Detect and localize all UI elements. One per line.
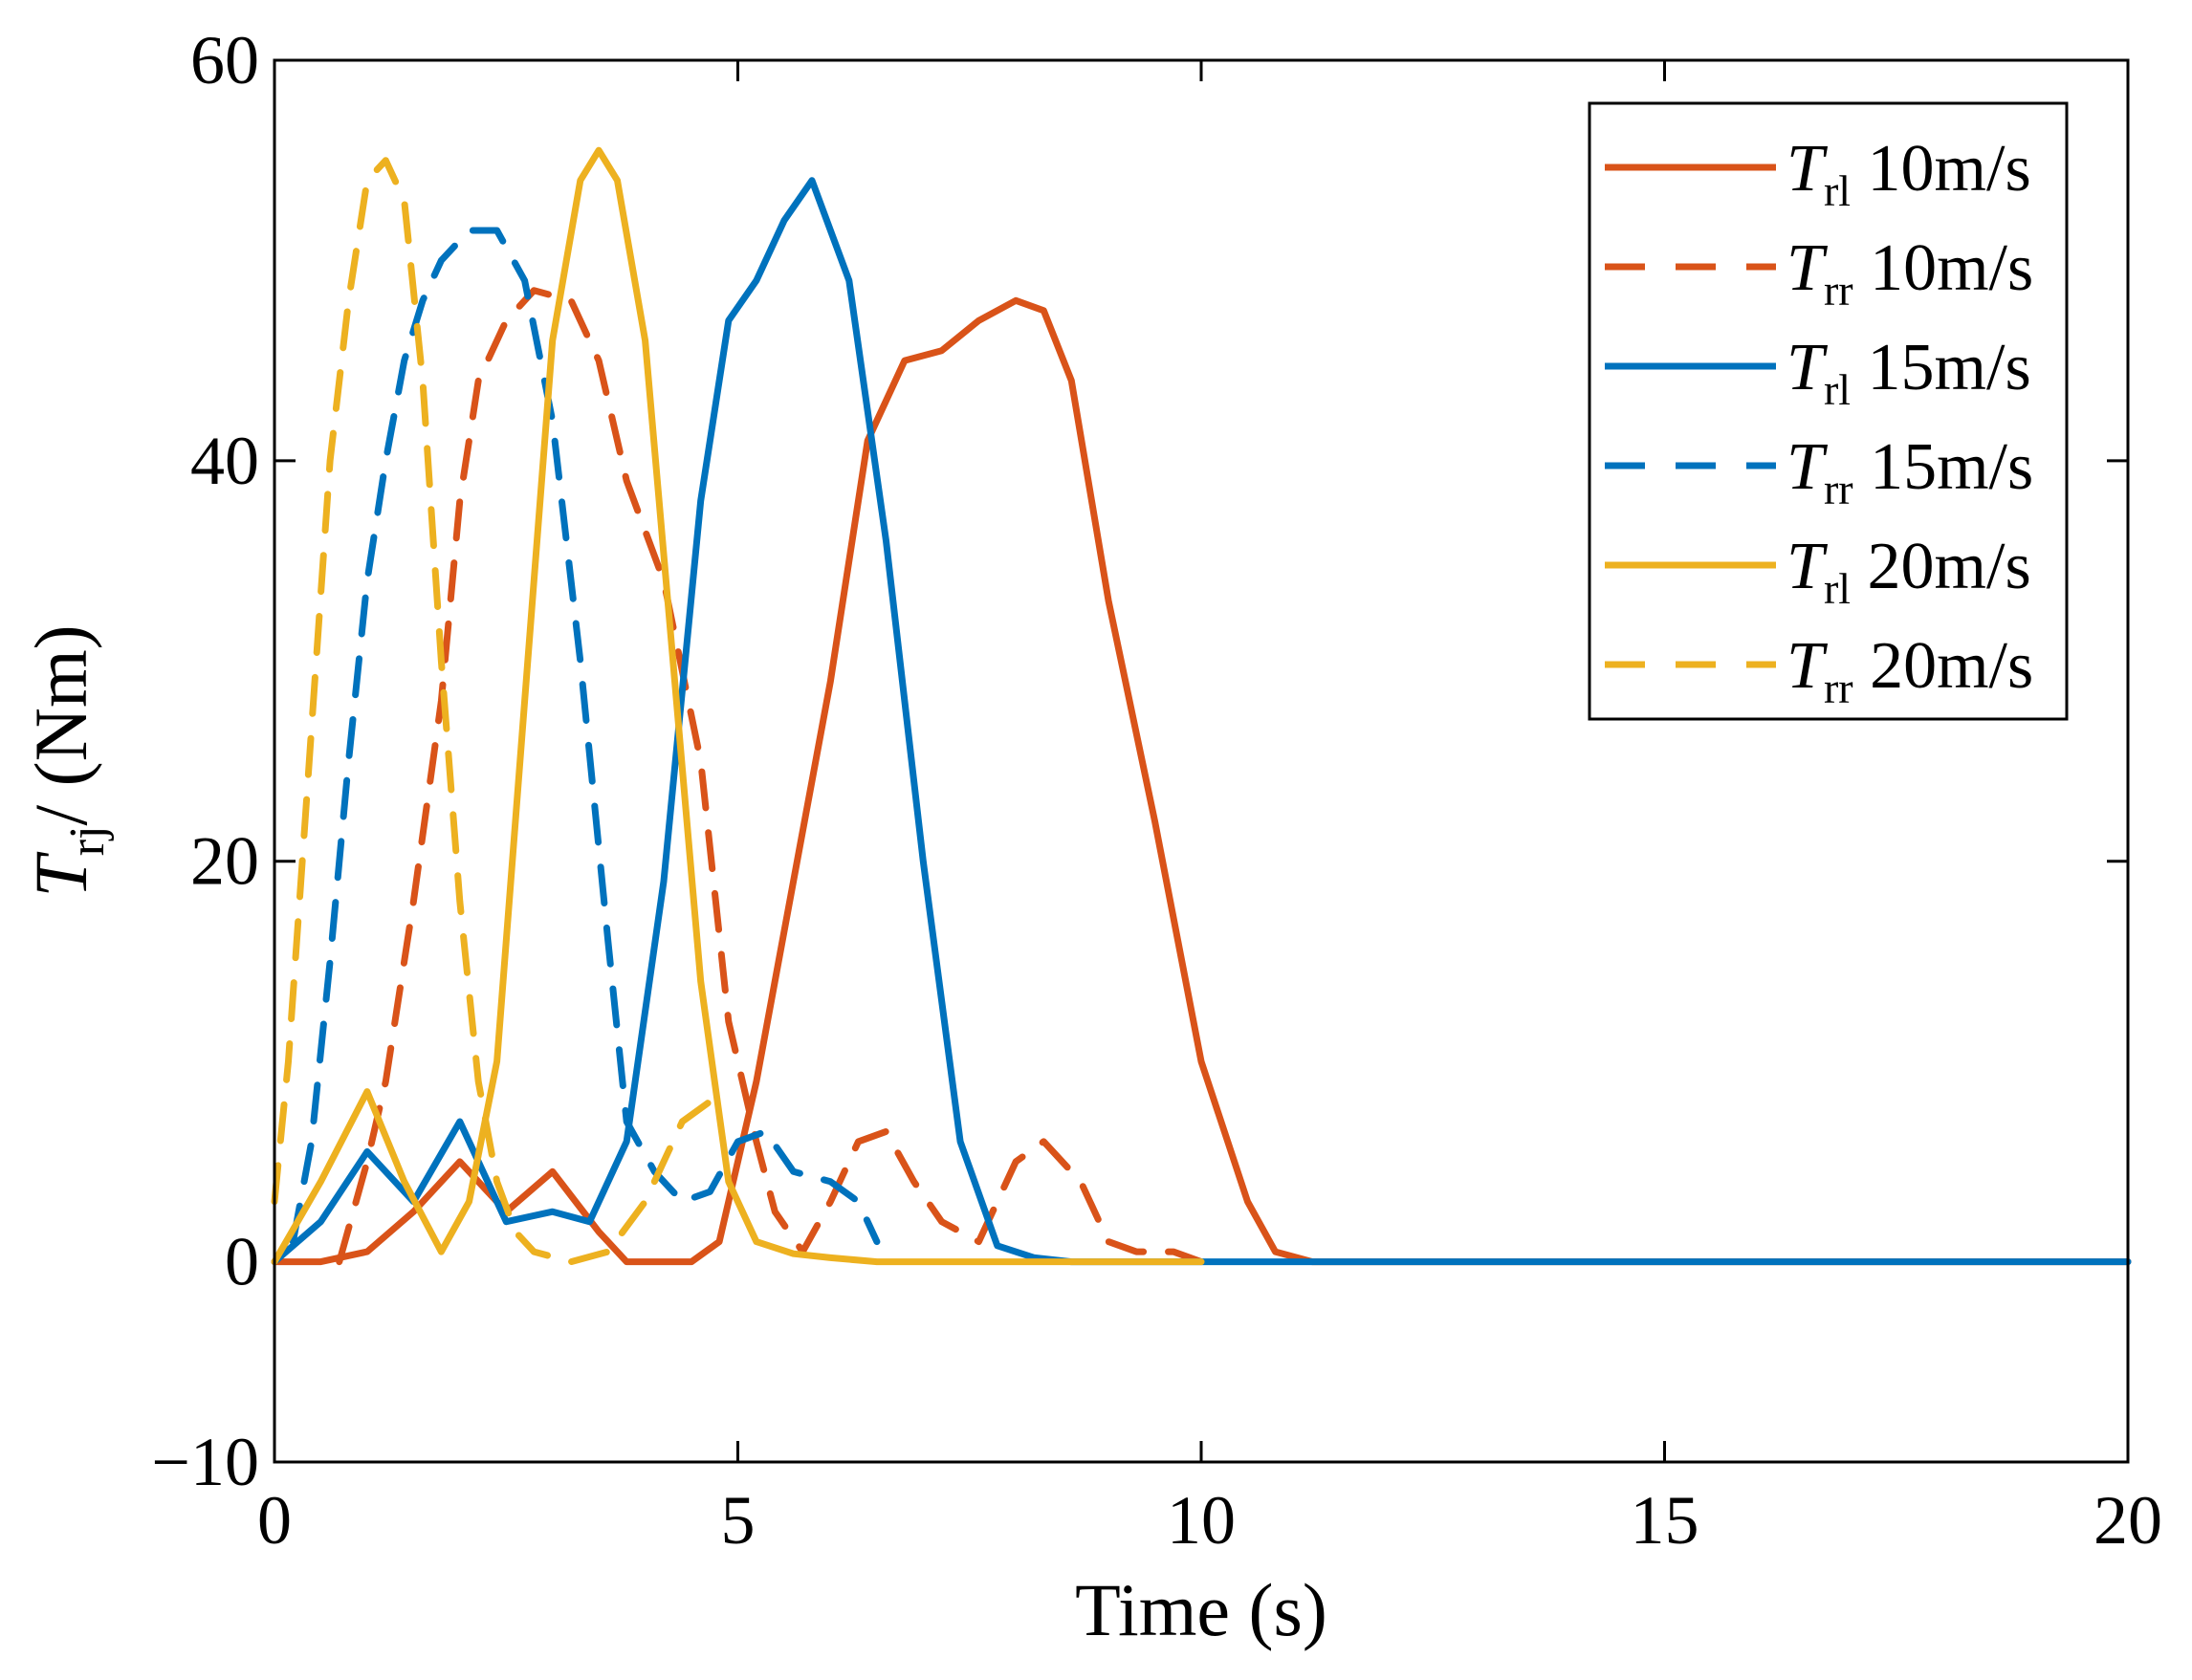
y-tick-label: 40 — [190, 423, 259, 499]
y-axis-label-unit: / (Nm) — [19, 624, 102, 825]
series-layer — [271, 146, 2132, 1266]
x-axis-label: Time (s) — [1075, 1568, 1327, 1651]
legend-label-0: Trl 10m/s — [1786, 132, 2031, 215]
x-tick-label: 0 — [257, 1482, 292, 1559]
series-line-3 — [289, 227, 881, 1246]
series-line-5 — [271, 157, 713, 1266]
y-tick-label: −10 — [151, 1424, 259, 1500]
legend-box — [1588, 101, 2069, 721]
y-tick-label: 60 — [190, 22, 259, 98]
legend-label-5: Trr 20m/s — [1786, 629, 2033, 712]
legend-label-2: Trl 15m/s — [1786, 331, 2031, 414]
y-axis-label-subscript: rj — [60, 825, 115, 856]
x-tick-label: 15 — [1631, 1482, 1699, 1559]
legend-label-1: Trr 10m/s — [1786, 231, 2033, 315]
legend-label-3: Trr 15m/s — [1786, 430, 2033, 513]
plot-frame — [273, 58, 2130, 1464]
legend: Trl 10m/s Trr 10m/s Trl 15m/s Trr 15m/s Trl … — [1588, 101, 2069, 721]
x-tick-label: 5 — [721, 1482, 756, 1559]
y-axis-label-symbol: T — [19, 852, 102, 898]
legend-label-4: Trl 20m/s — [1786, 530, 2031, 613]
x-tick-label: 10 — [1167, 1482, 1236, 1559]
y-tick-label: 20 — [190, 823, 259, 900]
y-axis-label: Trj/ (Nm) — [19, 624, 115, 897]
x-tick-label: 20 — [2093, 1482, 2162, 1559]
series-line-1 — [336, 287, 1205, 1266]
series-line-2 — [271, 177, 2132, 1266]
series-line-4 — [271, 146, 1205, 1266]
y-tick-label: 0 — [225, 1224, 259, 1300]
